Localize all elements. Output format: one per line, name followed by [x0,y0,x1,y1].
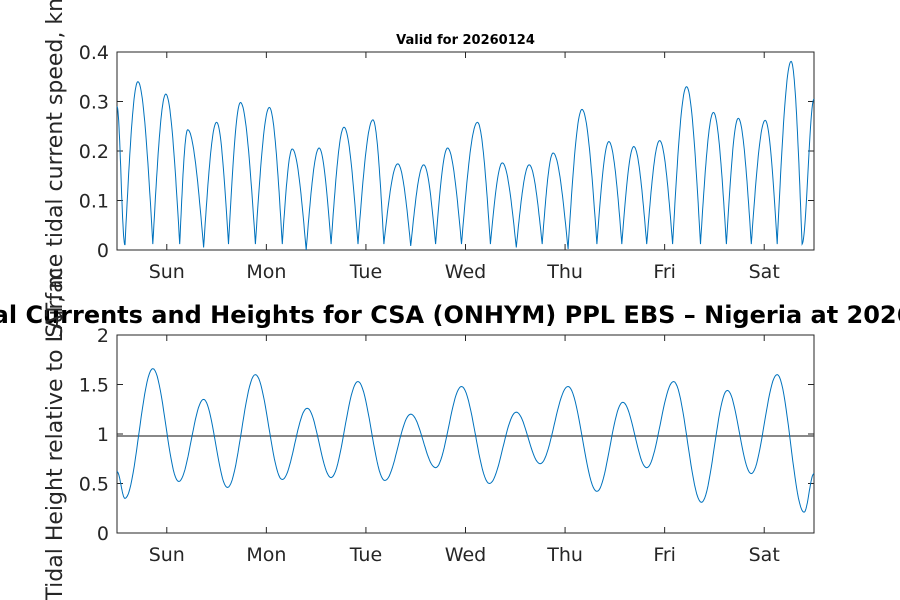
x-tick-label: Sun [149,261,185,283]
height-chart-title: Tidal Currents and Heights for CSA (ONHY… [0,301,900,329]
current-y-ticks: 0 0.1 0.2 0.3 0.4 [79,42,814,262]
current-y-axis-label: Surface tidal current speed, knots [43,0,68,338]
current-x-ticks: Sun Mon Tue Wed Thu Fri Sat [149,52,780,283]
tidal-height-line [116,368,815,513]
y-tick-label: 0.2 [79,141,109,163]
x-tick-label: Fri [653,544,676,566]
x-tick-label: Sun [149,544,185,566]
height-y-ticks: 0 0.5 1 1.5 2 [79,325,814,545]
x-tick-label: Wed [445,544,486,566]
y-tick-label: 1 [97,424,109,446]
x-tick-label: Sat [749,544,780,566]
y-tick-label: 0 [97,523,109,545]
x-tick-label: Thu [546,544,583,566]
current-axes-box [116,51,815,251]
x-tick-label: Thu [546,261,583,283]
y-tick-label: 0.4 [79,42,109,64]
height-x-ticks: Sun Mon Tue Wed Thu Fri Sat [149,335,780,566]
x-tick-label: Mon [246,544,286,566]
x-tick-label: Tue [349,544,382,566]
x-tick-label: Wed [445,261,486,283]
x-tick-label: Mon [246,261,286,283]
y-tick-label: 2 [97,325,109,347]
x-tick-label: Sat [749,261,780,283]
x-tick-label: Tue [349,261,382,283]
current-speed-panel: 0 0.1 0.2 0.3 0.4 Sun Mon Tue Wed Thu Fri Sat Vali… [43,0,815,338]
current-speed-line [116,60,815,251]
y-tick-label: 0.5 [79,474,109,496]
tidal-height-panel: 0 0.5 1 1.5 2 Sun Mon Tue Wed Thu Fri Sat Tidal Cu… [0,267,900,600]
height-axes-box [116,334,815,534]
current-chart-title: Valid for 20260124 [396,33,535,48]
x-tick-label: Fri [653,261,676,283]
y-tick-label: 0 [97,240,109,262]
y-tick-label: 0.1 [79,191,109,213]
y-tick-label: 0.3 [79,92,109,114]
y-tick-label: 1.5 [79,375,109,397]
height-y-axis-label: Tidal Height relative to LAT, m [43,267,68,600]
